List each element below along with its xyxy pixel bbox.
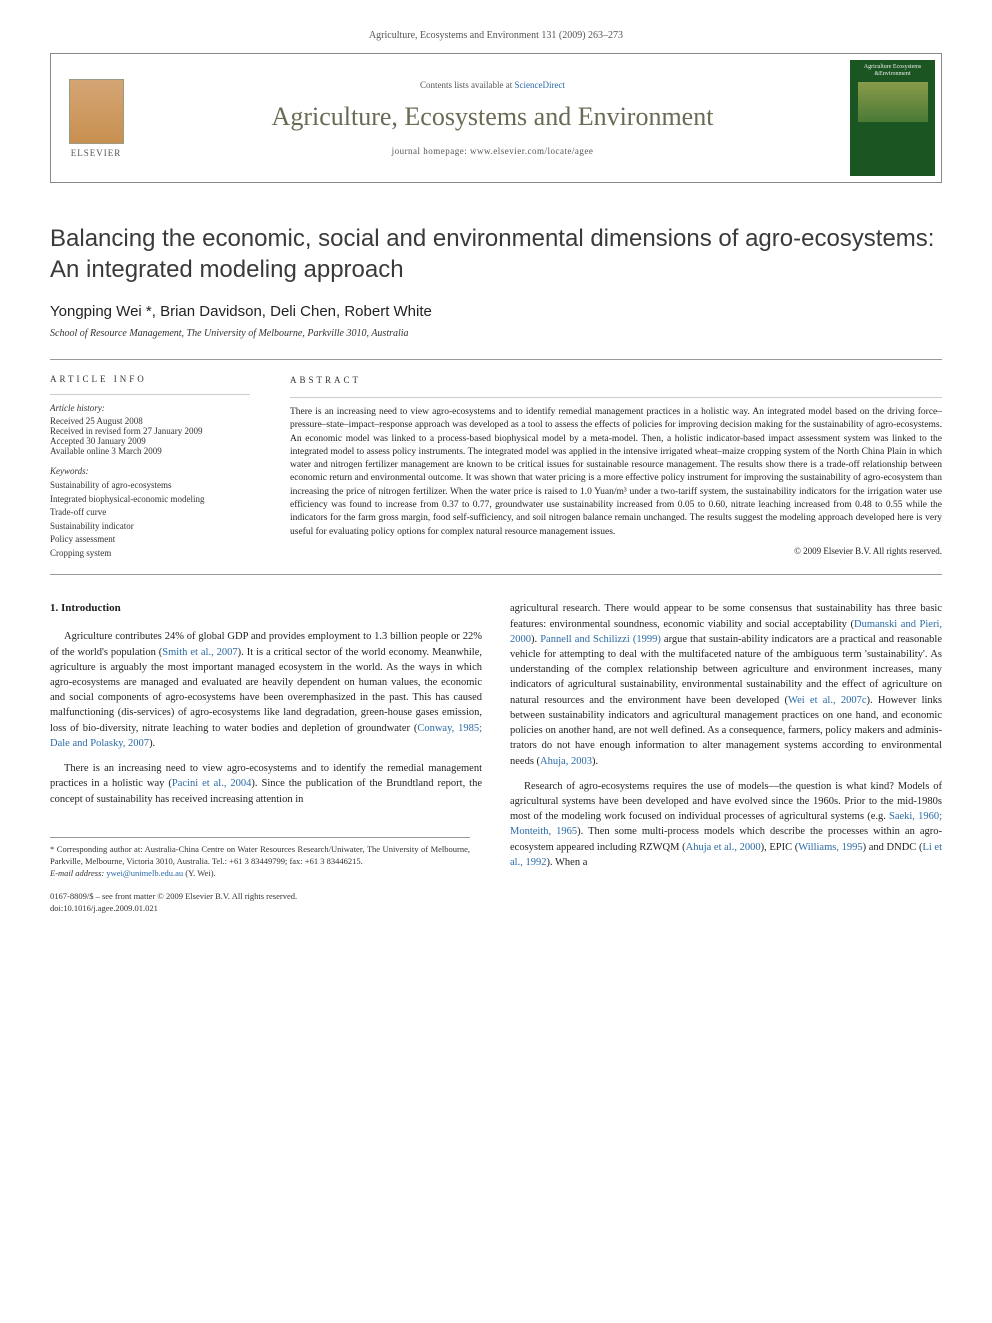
paragraph: Research of agro-ecosystems requires the… — [510, 779, 942, 870]
abstract-text: There is an increasing need to view agro… — [290, 406, 942, 539]
elsevier-tree-icon — [69, 79, 124, 144]
keywords-list: Sustainability of agro-ecosystems Integr… — [50, 479, 250, 560]
footer-block: * Corresponding author at: Australia-Chi… — [50, 837, 470, 915]
cover-title: Agriculture Ecosystems &Environment — [854, 64, 931, 78]
keyword: Cropping system — [50, 547, 250, 561]
contents-available-line: Contents lists available at ScienceDirec… — [420, 80, 565, 90]
article-info-column: ARTICLE INFO Article history: Received 2… — [50, 374, 250, 560]
citation-link[interactable]: Pannell and Schilizzi (1999) — [540, 634, 661, 645]
keyword: Trade-off curve — [50, 506, 250, 520]
email-label: E-mail address: — [50, 868, 104, 878]
article-title: Balancing the economic, social and envir… — [50, 223, 942, 285]
homepage-prefix: journal homepage: — [392, 146, 470, 156]
text-run: Research of agro-ecosystems requires the… — [510, 781, 942, 822]
text-run: ). — [149, 738, 155, 749]
contents-prefix: Contents lists available at — [420, 80, 514, 90]
issn-line: 0167-8809/$ – see front matter © 2009 El… — [50, 891, 470, 903]
abstract-copyright: © 2009 Elsevier B.V. All rights reserved… — [290, 545, 942, 558]
doi-line: doi:10.1016/j.agee.2009.01.021 — [50, 903, 470, 915]
email-link[interactable]: ywei@unimelb.edu.au — [106, 868, 183, 878]
citation-link[interactable]: Smith et al., 2007 — [162, 647, 237, 658]
column-left: 1. Introduction Agriculture contributes … — [50, 601, 482, 915]
cover-image-icon — [858, 82, 928, 122]
header-citation: Agriculture, Ecosystems and Environment … — [50, 30, 942, 41]
sciencedirect-link[interactable]: ScienceDirect — [515, 80, 565, 90]
citation-link[interactable]: Wei et al., 2007c — [788, 695, 866, 706]
text-run: ). It is a critical sector of the world … — [50, 647, 482, 734]
section-title: Introduction — [61, 602, 121, 614]
history-item: Available online 3 March 2009 — [50, 446, 250, 456]
journal-name: Agriculture, Ecosystems and Environment — [272, 102, 714, 132]
article-history-head: Article history: — [50, 403, 250, 413]
keywords-head: Keywords: — [50, 466, 250, 476]
paragraph: There is an increasing need to view agro… — [50, 761, 482, 807]
journal-homepage-line: journal homepage: www.elsevier.com/locat… — [392, 146, 594, 156]
author-list: Yongping Wei *, Brian Davidson, Deli Che… — [50, 303, 942, 320]
section-number: 1. — [50, 602, 58, 614]
abstract-column: ABSTRACT There is an increasing need to … — [290, 374, 942, 560]
text-run: ) and DNDC ( — [863, 842, 923, 853]
citation-link[interactable]: Ahuja et al., 2000 — [686, 842, 761, 853]
history-item: Received in revised form 27 January 2009 — [50, 426, 250, 436]
history-item: Received 25 August 2008 — [50, 416, 250, 426]
elsevier-logo: ELSEVIER — [51, 54, 141, 182]
affiliation: School of Resource Management, The Unive… — [50, 328, 942, 339]
journal-cover-thumbnail: Agriculture Ecosystems &Environment — [850, 60, 935, 176]
divider-line — [50, 359, 942, 360]
divider-line — [50, 574, 942, 575]
keyword: Integrated biophysical-economic modeling — [50, 493, 250, 507]
abstract-heading: ABSTRACT — [290, 374, 942, 387]
column-right: agricultural research. There would appea… — [510, 601, 942, 915]
homepage-url[interactable]: www.elsevier.com/locate/agee — [470, 146, 593, 156]
text-run: ). — [592, 756, 598, 767]
email-who: (Y. Wei). — [185, 868, 215, 878]
email-line: E-mail address: ywei@unimelb.edu.au (Y. … — [50, 868, 470, 880]
keyword: Sustainability indicator — [50, 520, 250, 534]
keyword: Policy assessment — [50, 533, 250, 547]
history-item: Accepted 30 January 2009 — [50, 436, 250, 446]
text-run: ). When a — [546, 857, 587, 868]
citation-link[interactable]: Williams, 1995 — [798, 842, 862, 853]
keyword: Sustainability of agro-ecosystems — [50, 479, 250, 493]
section-heading: 1. Introduction — [50, 601, 482, 617]
corresponding-author: * Corresponding author at: Australia-Chi… — [50, 844, 470, 868]
paragraph: agricultural research. There would appea… — [510, 601, 942, 768]
banner-center: Contents lists available at ScienceDirec… — [141, 54, 844, 182]
citation-link[interactable]: Ahuja, 2003 — [540, 756, 592, 767]
body-columns: 1. Introduction Agriculture contributes … — [50, 601, 942, 915]
article-info-heading: ARTICLE INFO — [50, 374, 250, 384]
paragraph: Agriculture contributes 24% of global GD… — [50, 629, 482, 751]
citation-link[interactable]: Pacini et al., 2004 — [172, 778, 252, 789]
article-meta-row: ARTICLE INFO Article history: Received 2… — [50, 374, 942, 560]
journal-banner: ELSEVIER Contents lists available at Sci… — [50, 53, 942, 183]
elsevier-label: ELSEVIER — [71, 148, 122, 158]
text-run: ), EPIC ( — [761, 842, 799, 853]
text-run: ). — [531, 634, 540, 645]
